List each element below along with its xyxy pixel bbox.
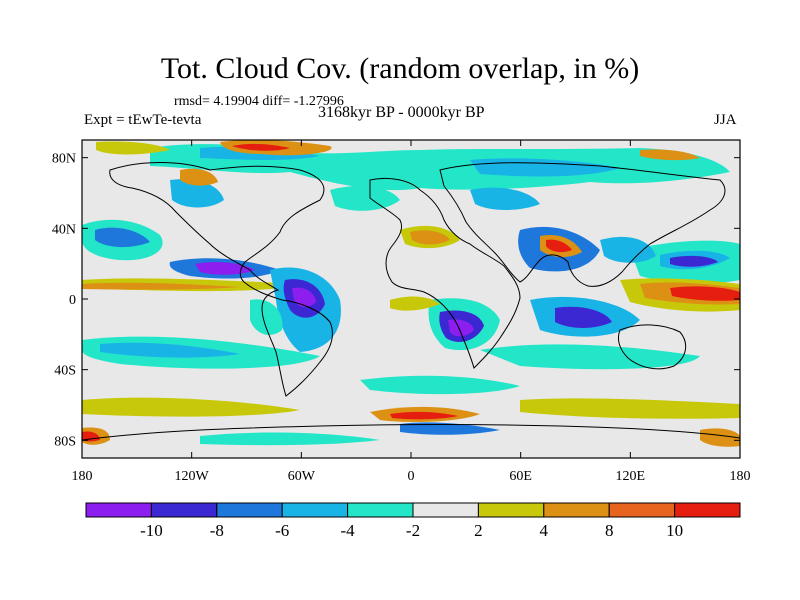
colorbar-swatch — [85, 502, 152, 518]
colorbar-level-label: -4 — [341, 521, 356, 540]
colorbar-swatch — [543, 502, 610, 518]
lon-tick-label: 180 — [72, 469, 93, 484]
lat-tick-label: 40S — [54, 364, 76, 379]
lat-tick-label: 0 — [69, 293, 76, 308]
colorbar-swatch — [216, 502, 283, 518]
colorbar-swatch — [608, 502, 676, 518]
lon-tick-label: 0 — [408, 469, 415, 484]
latitude-axis: 80N 40N 0 40S 80S — [52, 152, 740, 449]
season-label: JJA — [714, 112, 737, 128]
colorbar-swatch — [347, 502, 414, 518]
lon-tick-label: 180 — [730, 469, 751, 484]
coastlines — [82, 162, 740, 441]
colorbar-level-label: 4 — [540, 521, 549, 540]
colorbar-swatch — [477, 502, 545, 518]
lat-tick-label: 80S — [54, 434, 76, 449]
colorbar-swatch — [412, 502, 479, 518]
colorbar-swatch — [674, 502, 741, 518]
lat-tick-label: 40N — [52, 222, 76, 237]
colorbar-swatch — [281, 502, 349, 518]
colorbar-level-label: -2 — [406, 521, 420, 540]
lon-tick-label: 60W — [288, 469, 316, 484]
colorbar-level-label: 2 — [474, 521, 483, 540]
longitude-axis: 180 120W 60W 0 60E 120E 180 — [72, 140, 751, 484]
period-label: 3168kyr BP - 0000kyr BP — [318, 104, 485, 121]
lon-tick-label: 120E — [616, 469, 646, 484]
lon-tick-label: 60E — [509, 469, 532, 484]
colorbar-level-label: -8 — [210, 521, 224, 540]
experiment-label: Expt = tEwTe-tevta — [84, 112, 202, 128]
plot-title: Tot. Cloud Cov. (random overlap, in %) — [160, 52, 640, 85]
colorbar-level-label: -6 — [275, 521, 289, 540]
rmsd-diff-stats: rmsd= 4.19904 diff= -1.27996 — [174, 94, 344, 109]
lon-tick-label: 120W — [175, 469, 210, 484]
colorbar-level-label: -10 — [140, 521, 163, 540]
colorbar-swatch — [150, 502, 218, 518]
colorbar-level-label: 8 — [605, 521, 614, 540]
cloud-cover-anomaly-field — [82, 140, 740, 447]
colorbar-level-label: 10 — [666, 521, 683, 540]
colorbar: -10 -8 -6 -4 -2 2 4 8 10 — [85, 502, 741, 540]
lat-tick-label: 80N — [52, 152, 76, 167]
